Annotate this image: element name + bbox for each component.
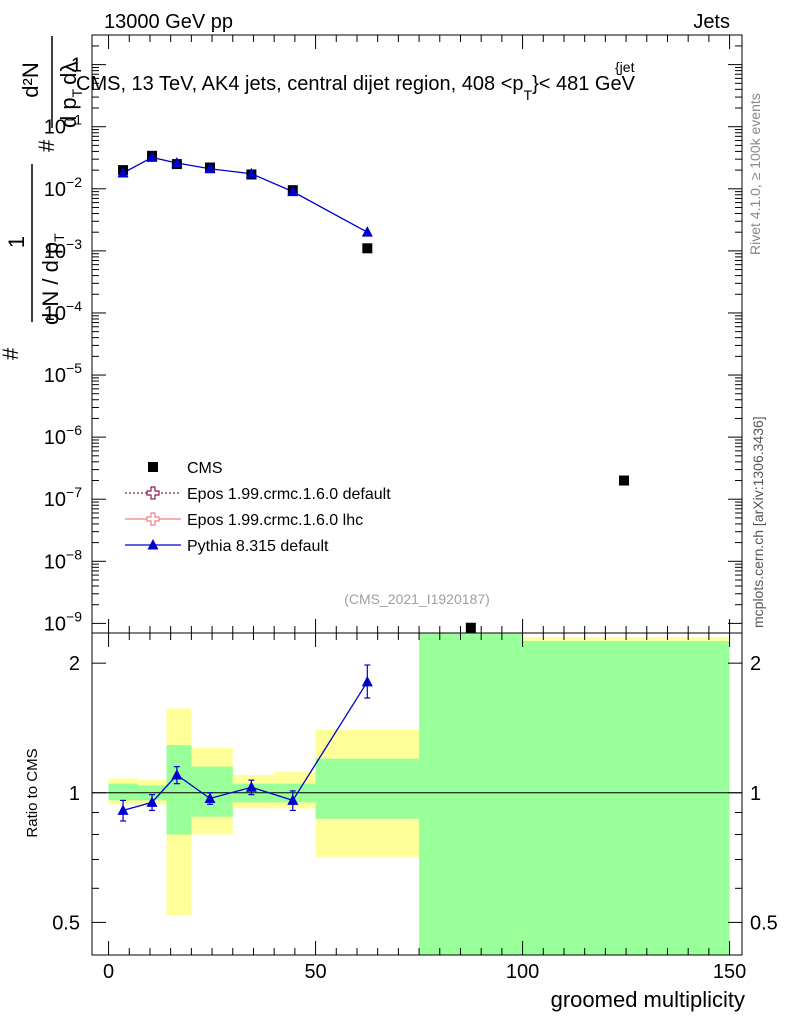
ratio-pythia-point — [287, 794, 299, 805]
main-ylabel: # 1 d N / d pT # d²N d pTdλ — [0, 36, 85, 360]
ratio-pythia-point — [245, 781, 257, 792]
mcplots-watermark: mcplots.cern.ch [arXiv:1306.3436] — [750, 416, 766, 628]
ylabel-rhs-bottom: d pTdλ — [56, 62, 85, 128]
chart-title-sub: T — [524, 87, 533, 103]
chart-title-end: }< 481 GeV — [532, 73, 636, 95]
main-data-layer — [117, 150, 630, 633]
main-ytick-label: 10−8 — [44, 546, 82, 573]
ratio-ytick-label-left: 0.5 — [52, 912, 80, 934]
legend-label: CMS — [187, 460, 223, 477]
main-ytick-label: 1 — [71, 55, 82, 77]
ratio-xtick-label: 100 — [506, 961, 539, 983]
ratio-ylabel: Ratio to CMS — [24, 748, 41, 837]
ratio-inner-band — [108, 783, 138, 801]
ylabel-hash-left: # — [0, 347, 23, 360]
ylabel-hash-mid: # — [34, 139, 59, 152]
main-ytick-label: 10−9 — [44, 608, 82, 635]
ratio-frame — [91, 632, 743, 956]
ratio-xtick-label: 0 — [103, 961, 114, 983]
ratio-ytick-label-right: 1 — [750, 783, 761, 805]
ratio-inner-band — [522, 641, 730, 955]
main-ytick-label: 10−7 — [44, 484, 82, 511]
pythia-point — [245, 167, 257, 179]
legend-marker-epos — [146, 512, 160, 526]
legend-label: Pythia 8.315 default — [187, 538, 329, 555]
ratio-inner-band — [315, 758, 420, 819]
main-ytick-label: 10−6 — [44, 422, 82, 449]
ratio-uncertainty-bands — [108, 633, 730, 955]
ratio-data-layer — [92, 664, 742, 822]
legend: CMS Epos 1.99.crmc.1.6.0 default Epos 1.99… — [125, 460, 391, 555]
pythia-point — [146, 151, 158, 162]
pythia-point — [117, 166, 129, 178]
ratio-tick-labels: 0.5 0.5 1 1 2 2 0 50 100 150 — [52, 653, 778, 983]
ratio-xtick-label: 50 — [304, 961, 326, 983]
chart-title: CMS, 13 TeV, AK4 jets, central dijet reg… — [76, 73, 636, 103]
legend-label: Epos 1.99.crmc.1.6.0 default — [187, 486, 391, 503]
main-ytick-label: 10−5 — [44, 360, 82, 387]
ylabel-frac-bottom: d N / d pT — [38, 233, 67, 325]
rivet-watermark: Rivet 4.1.0, ≥ 100k events — [747, 93, 763, 255]
chart-title-sup: {jet — [615, 59, 635, 75]
ratio-pythia-point — [171, 768, 183, 780]
legend-marker-epos — [146, 486, 160, 500]
cms-point — [465, 622, 476, 633]
ratio-inner-band — [166, 745, 192, 835]
main-ytick-label: 10−3 — [44, 236, 82, 263]
legend-label: Epos 1.99.crmc.1.6.0 lhc — [187, 512, 363, 529]
header-category-label: Jets — [693, 11, 730, 33]
ratio-ytick-label-left: 1 — [69, 783, 80, 805]
ratio-ytick-label-right: 2 — [750, 653, 761, 675]
ratio-xlabel: groomed multiplicity — [551, 987, 745, 1012]
ratio-pythia-point — [204, 792, 216, 803]
header-energy-label: 13000 GeV pp — [104, 11, 233, 33]
ratio-pythia-point — [146, 796, 158, 807]
ratio-pythia-point — [117, 804, 129, 815]
ratio-ytick-label-left: 2 — [69, 653, 80, 675]
pythia-point — [361, 226, 373, 237]
cms-point — [619, 475, 630, 486]
main-ytick-label: 10−1 — [44, 112, 82, 139]
main-axis-ticks — [92, 34, 742, 633]
main-panel: 1 10−1 10−2 10−3 10−4 10−5 10−6 10−7 10−8 10−9 CM… — [0, 34, 743, 636]
ylabel-frac-top: 1 — [4, 236, 29, 248]
pythia-point — [287, 185, 299, 197]
ratio-inner-band — [419, 633, 523, 955]
ylabel-rhs-top: d²N — [18, 62, 43, 97]
cms-point — [362, 243, 373, 254]
main-ytick-label: 10−2 — [44, 174, 82, 201]
ratio-panel: 0.5 0.5 1 1 2 2 0 50 100 150 Ratio to CMS groomed… — [24, 632, 778, 1012]
pythia-line — [122, 156, 368, 233]
main-ytick-label: 10−4 — [44, 298, 82, 325]
main-ytick-labels: 1 10−1 10−2 10−3 10−4 10−5 10−6 10−7 10−8 10−9 — [44, 55, 82, 636]
ratio-pythia-point — [361, 675, 373, 687]
pythia-point — [204, 162, 216, 174]
pythia-point — [171, 157, 183, 168]
legend-marker-cms — [148, 462, 158, 472]
analysis-tag: (CMS_2021_I1920187) — [344, 591, 490, 607]
ratio-xtick-label: 150 — [713, 961, 746, 983]
legend-marker-pythia — [147, 539, 159, 550]
ratio-inner-band — [191, 766, 233, 817]
ratio-axis-ticks — [92, 633, 742, 955]
ratio-ytick-label-right: 0.5 — [750, 912, 778, 934]
chart-title-main: CMS, 13 TeV, AK4 jets, central dijet reg… — [76, 73, 524, 95]
